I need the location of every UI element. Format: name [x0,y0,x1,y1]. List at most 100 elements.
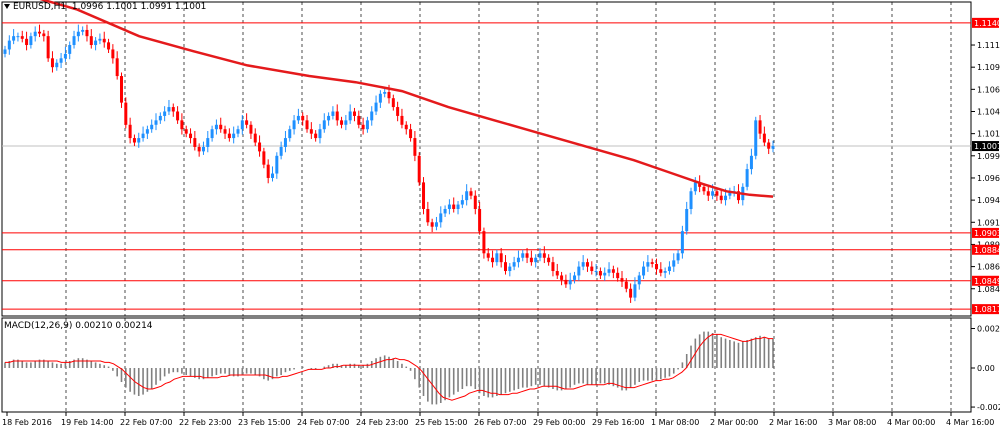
candle-body [624,281,628,289]
candle-body [352,111,356,116]
candle-body [115,58,119,77]
candle-body [590,266,594,272]
candle-body [102,38,106,43]
x-tick-label: 24 Feb 23:00 [356,418,408,427]
candle-body [702,186,706,192]
candle-body [689,191,693,209]
candle-body [206,138,210,147]
candle-body [63,53,67,59]
candle-body [629,288,633,298]
candle-body [508,266,512,272]
candle-body [340,120,344,125]
candle-body [296,115,300,121]
candle-body [245,120,249,125]
candle-body [50,58,54,68]
y-tick-label: 1.0915 [977,218,1000,227]
candle-body [331,111,335,116]
x-tick-label: 22 Feb 23:00 [179,418,231,427]
dropdown-triangle-icon[interactable] [4,4,10,9]
candle-body [283,138,287,147]
candle-body [107,42,111,50]
candle-body [698,182,702,187]
candle-body [685,208,689,232]
level-price-label: 1.0903 [974,229,1000,238]
candle-body [573,275,577,280]
candle-body [318,129,322,139]
candle-body [762,133,766,143]
candle-body [486,253,490,258]
candle-body [499,253,503,263]
candle-body [301,115,305,121]
candle-body [119,76,123,103]
candle-body [555,271,559,276]
candle-body [452,204,456,209]
y-tick-label: 1.0840 [977,285,1000,294]
level-price-box [972,304,999,315]
candle-body [650,262,654,264]
candle-body [180,120,184,130]
y-tick-label: 1.0940 [977,196,1000,205]
candle-body [516,257,520,263]
macd-label: MACD(12,26,9) [4,321,73,331]
candle-body [322,120,326,130]
candle-body [210,129,214,139]
x-tick-label: 23 Feb 15:00 [238,418,290,427]
macd-y-tick-label: 0.00282 [977,325,1000,334]
x-tick-label: 4 Mar 00:00 [887,418,935,427]
candle-body [42,33,46,37]
candle-body [478,208,482,232]
symbol-header[interactable]: EURUSD,H1 1.0996 1.1001 1.0991 1.1001 [4,2,206,12]
candle-body [512,262,516,267]
candle-body [227,133,231,139]
y-tick-label: 1.1065 [977,85,1000,94]
x-tick-label: 4 Mar 16:00 [946,418,994,427]
macd-header: MACD(12,26,9) 0.00210 0.00214 [4,321,153,331]
candle-body [89,36,93,46]
candle-body [409,129,413,139]
candle-body [189,133,193,139]
candle-body [538,253,542,258]
candle-body [305,120,309,130]
candle-body [193,138,197,147]
candle-body [736,191,740,201]
candle-body [655,263,659,270]
candle-body [711,191,715,196]
candle-body [637,275,641,285]
macd-y-tick-label: -0.00279 [977,403,1000,412]
candle-body [404,124,408,130]
level-price-label: 1.1140 [974,19,1000,28]
candle-body [400,115,404,125]
candle-body [460,200,464,205]
candle-body [598,271,602,276]
candle-body [447,204,451,209]
candle-body [767,142,771,149]
candle-body [327,115,331,121]
candle-body [81,29,85,32]
candle-body [633,284,637,298]
candle-body [38,31,42,34]
macd-values: 0.00210 0.00214 [75,321,153,331]
current-price-box [972,141,999,152]
candle-body [158,115,162,121]
candle-body [258,142,262,152]
candle-body [72,36,76,46]
candle-body [594,271,598,273]
candle-body [145,129,149,134]
candle-body [137,138,141,143]
candle-body [132,138,136,143]
candle-body [482,231,486,254]
candle-body [706,191,710,196]
candle-body [76,31,80,37]
candle-body [568,279,572,285]
candle-body [253,133,257,143]
candle-body [197,146,201,152]
candle-body [176,111,180,121]
candle-body [642,266,646,276]
symbol-label: EURUSD,H1 [13,2,67,12]
candle-body [163,111,167,116]
candle-body [184,129,188,134]
current-price-label: 1.1001 [974,142,1000,151]
ohlc-values: 1.0996 1.1001 1.0991 1.1001 [71,2,207,12]
x-tick-label: 29 Feb 16:00 [592,418,644,427]
